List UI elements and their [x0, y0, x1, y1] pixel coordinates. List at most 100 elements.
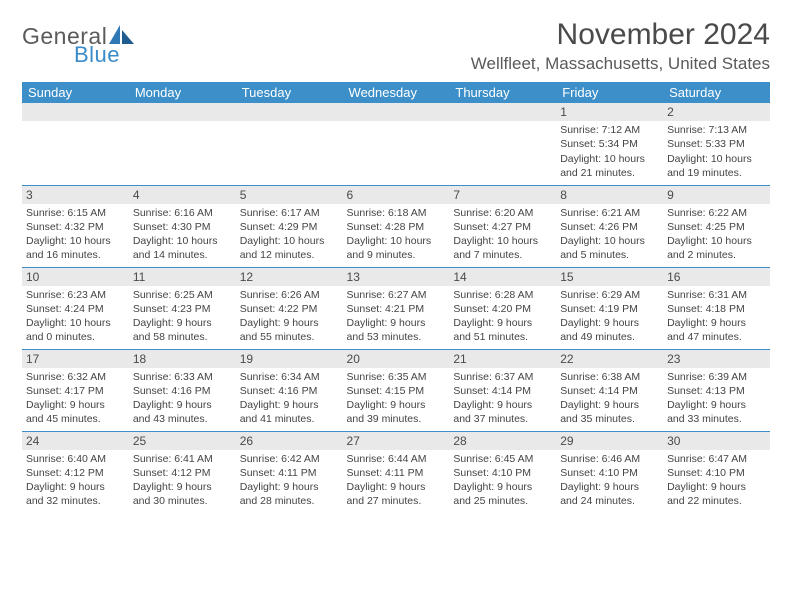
sunset-text: Sunset: 4:22 PM: [240, 302, 339, 316]
daylight-text: and 2 minutes.: [667, 248, 766, 262]
day-number: 2: [663, 103, 770, 121]
daylight-text: and 0 minutes.: [26, 330, 125, 344]
daylight-text: Daylight: 9 hours: [133, 480, 232, 494]
day-cell: 30Sunrise: 6:47 AMSunset: 4:10 PMDayligh…: [663, 431, 770, 513]
day-number: 4: [129, 186, 236, 204]
day-cell: 16 Sunrise: 6:31 AMSunset: 4:18 PMDayligh…: [663, 267, 770, 349]
daylight-text: Daylight: 9 hours: [667, 480, 766, 494]
day-cell: 7Sunrise: 6:20 AMSunset: 4:27 PMDaylight…: [449, 185, 556, 267]
sunset-text: Sunset: 4:17 PM: [26, 384, 125, 398]
day-cell: 17Sunrise: 6:32 AMSunset: 4:17 PMDayligh…: [22, 349, 129, 431]
daylight-text: and 25 minutes.: [453, 494, 552, 508]
sunrise-text: Sunrise: 6:15 AM: [26, 206, 125, 220]
day-number: 6: [343, 186, 450, 204]
day-cell: 3Sunrise: 6:15 AMSunset: 4:32 PMDaylight…: [22, 185, 129, 267]
sunset-text: Sunset: 4:27 PM: [453, 220, 552, 234]
day-number: 16: [663, 268, 770, 286]
day-cell: 4Sunrise: 6:16 AMSunset: 4:30 PMDaylight…: [129, 185, 236, 267]
sunrise-text: Sunrise: 6:16 AM: [133, 206, 232, 220]
sunset-text: Sunset: 4:29 PM: [240, 220, 339, 234]
day-cell: [449, 103, 556, 185]
sunset-text: Sunset: 4:12 PM: [26, 466, 125, 480]
title-block: November 2024 Wellfleet, Massachusetts, …: [471, 18, 770, 74]
sunrise-text: Sunrise: 6:17 AM: [240, 206, 339, 220]
sunrise-text: Sunrise: 6:26 AM: [240, 288, 339, 302]
day-number: 25: [129, 432, 236, 450]
daylight-text: Daylight: 9 hours: [240, 398, 339, 412]
daylight-text: and 12 minutes.: [240, 248, 339, 262]
sunrise-text: Sunrise: 6:28 AM: [453, 288, 552, 302]
sunset-text: Sunset: 5:34 PM: [560, 137, 659, 151]
day-number: 14: [449, 268, 556, 286]
day-number: 29: [556, 432, 663, 450]
daylight-text: and 19 minutes.: [667, 166, 766, 180]
day-cell: 21Sunrise: 6:37 AMSunset: 4:14 PMDayligh…: [449, 349, 556, 431]
empty-day: [129, 103, 236, 121]
daylight-text: Daylight: 9 hours: [133, 316, 232, 330]
sunset-text: Sunset: 4:13 PM: [667, 384, 766, 398]
sunrise-text: Sunrise: 6:37 AM: [453, 370, 552, 384]
daylight-text: Daylight: 9 hours: [240, 316, 339, 330]
daylight-text: Daylight: 9 hours: [453, 398, 552, 412]
daylight-text: and 16 minutes.: [26, 248, 125, 262]
day-number: 28: [449, 432, 556, 450]
sunset-text: Sunset: 4:11 PM: [240, 466, 339, 480]
day-cell: 6Sunrise: 6:18 AMSunset: 4:28 PMDaylight…: [343, 185, 450, 267]
daylight-text: Daylight: 10 hours: [667, 152, 766, 166]
sunset-text: Sunset: 4:16 PM: [133, 384, 232, 398]
daylight-text: Daylight: 9 hours: [453, 316, 552, 330]
sunset-text: Sunset: 4:19 PM: [560, 302, 659, 316]
weekday-header: Thursday: [449, 82, 556, 103]
sunset-text: Sunset: 4:12 PM: [133, 466, 232, 480]
daylight-text: and 45 minutes.: [26, 412, 125, 426]
day-cell: 25Sunrise: 6:41 AMSunset: 4:12 PMDayligh…: [129, 431, 236, 513]
weekday-header: Saturday: [663, 82, 770, 103]
sunset-text: Sunset: 4:24 PM: [26, 302, 125, 316]
daylight-text: and 28 minutes.: [240, 494, 339, 508]
daylight-text: Daylight: 9 hours: [667, 316, 766, 330]
day-cell: 15Sunrise: 6:29 AMSunset: 4:19 PMDayligh…: [556, 267, 663, 349]
day-number: 26: [236, 432, 343, 450]
daylight-text: and 14 minutes.: [133, 248, 232, 262]
calendar-body: 1Sunrise: 7:12 AMSunset: 5:34 PMDaylight…: [22, 103, 770, 513]
weekday-header: Tuesday: [236, 82, 343, 103]
day-cell: 13Sunrise: 6:27 AMSunset: 4:21 PMDayligh…: [343, 267, 450, 349]
sunrise-text: Sunrise: 6:23 AM: [26, 288, 125, 302]
day-cell: 11Sunrise: 6:25 AMSunset: 4:23 PMDayligh…: [129, 267, 236, 349]
day-cell: [129, 103, 236, 185]
calendar-page: General Blue November 2024 Wellfleet, Ma…: [0, 0, 792, 525]
day-cell: 8Sunrise: 6:21 AMSunset: 4:26 PMDaylight…: [556, 185, 663, 267]
daylight-text: Daylight: 9 hours: [133, 398, 232, 412]
week-row: 3Sunrise: 6:15 AMSunset: 4:32 PMDaylight…: [22, 185, 770, 267]
day-number: 15: [556, 268, 663, 286]
day-number: 17: [22, 350, 129, 368]
sunrise-text: Sunrise: 6:47 AM: [667, 452, 766, 466]
day-number: 10: [22, 268, 129, 286]
sunrise-text: Sunrise: 6:31 AM: [667, 288, 766, 302]
sunrise-text: Sunrise: 6:42 AM: [240, 452, 339, 466]
sunrise-text: Sunrise: 6:40 AM: [26, 452, 125, 466]
sunrise-text: Sunrise: 6:22 AM: [667, 206, 766, 220]
daylight-text: Daylight: 10 hours: [560, 152, 659, 166]
day-cell: 27Sunrise: 6:44 AMSunset: 4:11 PMDayligh…: [343, 431, 450, 513]
header: General Blue November 2024 Wellfleet, Ma…: [22, 18, 770, 74]
day-number: 24: [22, 432, 129, 450]
day-cell: 20Sunrise: 6:35 AMSunset: 4:15 PMDayligh…: [343, 349, 450, 431]
calendar-table: Sunday Monday Tuesday Wednesday Thursday…: [22, 82, 770, 513]
logo: General Blue: [22, 18, 135, 66]
day-number: 12: [236, 268, 343, 286]
daylight-text: Daylight: 10 hours: [26, 316, 125, 330]
sunrise-text: Sunrise: 7:12 AM: [560, 123, 659, 137]
daylight-text: Daylight: 9 hours: [347, 398, 446, 412]
day-number: 18: [129, 350, 236, 368]
sunset-text: Sunset: 4:28 PM: [347, 220, 446, 234]
daylight-text: and 53 minutes.: [347, 330, 446, 344]
daylight-text: and 55 minutes.: [240, 330, 339, 344]
daylight-text: and 58 minutes.: [133, 330, 232, 344]
sunrise-text: Sunrise: 7:13 AM: [667, 123, 766, 137]
day-number: 7: [449, 186, 556, 204]
month-title: November 2024: [471, 18, 770, 52]
day-cell: [22, 103, 129, 185]
sunset-text: Sunset: 4:18 PM: [667, 302, 766, 316]
daylight-text: Daylight: 10 hours: [453, 234, 552, 248]
